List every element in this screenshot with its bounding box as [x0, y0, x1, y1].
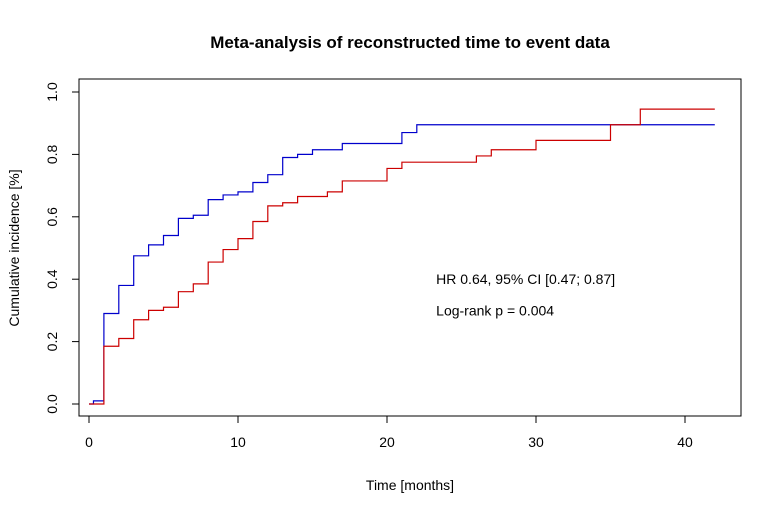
plot-frame [78, 78, 742, 417]
y-tick-label: 0.0 [44, 394, 60, 414]
y-tick-label: 0.8 [44, 144, 60, 164]
y-tick-label: 0.6 [44, 207, 60, 227]
y-tick-label: 0.2 [44, 332, 60, 352]
annotation-1: HR 0.64, 95% CI [0.47; 0.87] [436, 271, 615, 287]
y-axis: 0.0 0.2 0.4 0.6 0.8 1.0 [44, 82, 80, 414]
chart-title: Meta-analysis of reconstructed time to e… [210, 33, 610, 52]
x-tick-label: 40 [677, 434, 693, 450]
x-tick-label: 0 [85, 434, 93, 450]
series-layer [89, 108, 715, 405]
x-axis: 0 10 20 30 40 [85, 415, 693, 450]
y-tick-label: 0.4 [44, 269, 60, 289]
series-line-1 [89, 124, 715, 405]
annotation-2: Log-rank p = 0.004 [436, 302, 554, 318]
y-axis-label: Cumulative incidence [%] [6, 169, 22, 326]
y-tick-label: 1.0 [44, 82, 60, 102]
annotations: HR 0.64, 95% CI [0.47; 0.87] Log-rank p =… [436, 271, 615, 318]
series-line-2 [89, 108, 715, 405]
x-tick-label: 10 [230, 434, 246, 450]
x-tick-label: 20 [379, 434, 395, 450]
x-axis-label: Time [months] [366, 477, 454, 493]
x-tick-label: 30 [528, 434, 544, 450]
